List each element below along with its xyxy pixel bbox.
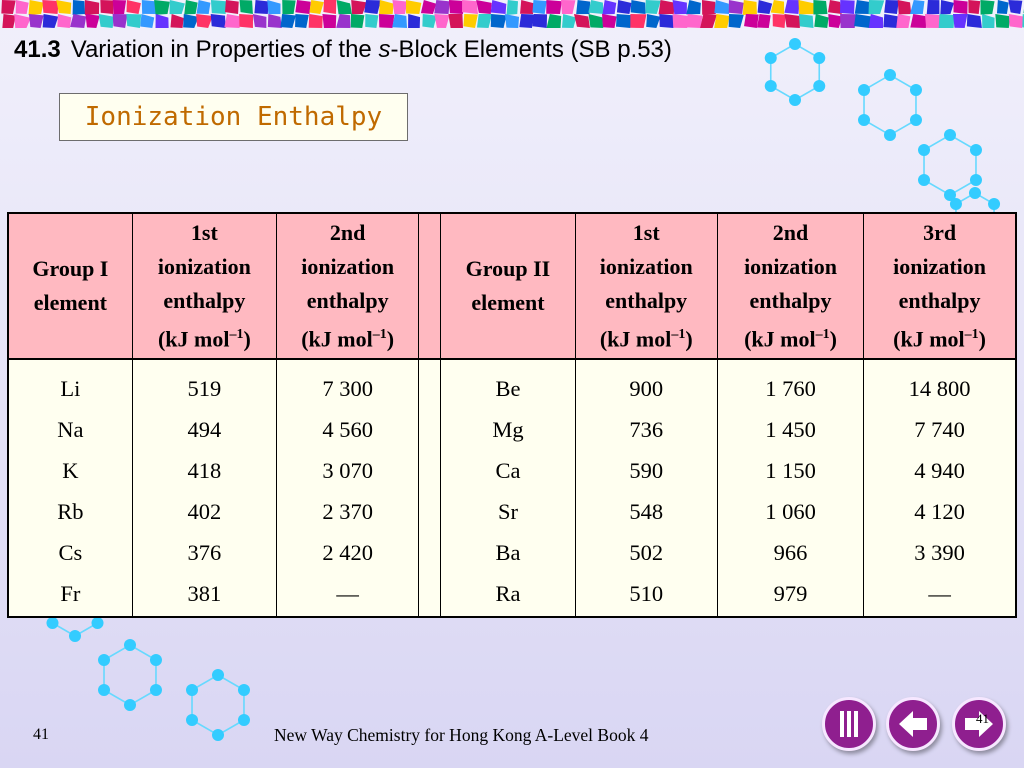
header-g1-first-ie: 1st ionization enthalpy (kJ mol–1): [131, 213, 278, 360]
spacer-cell: [418, 491, 442, 532]
table-cell: 966: [716, 532, 865, 573]
table-row: Cs 376 2 420 Ba 502 966 3 390: [7, 532, 1017, 573]
table-row: Li 519 7 300 Be 900 1 760 14 800: [7, 359, 1017, 409]
table-cell: 4 560: [276, 409, 420, 450]
spacer-cell: [418, 450, 442, 491]
table-cell: 381: [131, 573, 278, 617]
footer-slide-number: 41: [33, 726, 49, 743]
table-cell: 7 300: [276, 359, 420, 409]
table-cell: 548: [574, 491, 718, 532]
table-cell: 3 390: [863, 532, 1017, 573]
table-cell: 1 450: [716, 409, 865, 450]
table-cell: 519: [131, 359, 278, 409]
table-cell: 1 150: [716, 450, 865, 491]
header-g1-second-ie: 2nd ionization enthalpy (kJ mol–1): [276, 213, 420, 360]
table-cell: 402: [131, 491, 278, 532]
title-italic-s: s: [378, 36, 391, 63]
table-row: Fr 381 — Ra 510 979 —: [7, 573, 1017, 617]
title-text-a: Variation in Properties of the: [70, 36, 379, 63]
table-cell: 418: [131, 450, 278, 491]
table-cell: Li: [7, 359, 133, 409]
table-cell: 1 760: [716, 359, 865, 409]
table-cell: 7 740: [863, 409, 1017, 450]
header-g2-third-ie: 3rd ionization enthalpy (kJ mol–1): [863, 213, 1017, 360]
table-row: K 418 3 070 Ca 590 1 150 4 940: [7, 450, 1017, 491]
next-arrow-icon: [965, 711, 993, 737]
spacer-cell: [418, 409, 442, 450]
table-cell: Fr: [7, 573, 133, 617]
header-spacer: [418, 213, 442, 360]
table-row: Rb 402 2 370 Sr 548 1 060 4 120: [7, 491, 1017, 532]
table-cell: 1 060: [716, 491, 865, 532]
table-cell: 2 370: [276, 491, 420, 532]
topic-title: Ionization Enthalpy: [84, 102, 383, 132]
table-cell: 2 420: [276, 532, 420, 573]
table-cell: 900: [574, 359, 718, 409]
spacer-cell: [418, 532, 442, 573]
spacer-cell: [418, 573, 442, 617]
table-cell: 376: [131, 532, 278, 573]
table-cell: Be: [440, 359, 576, 409]
table-row: Na 494 4 560 Mg 736 1 450 7 740: [7, 409, 1017, 450]
footer-book-title: New Way Chemistry for Hong Kong A-Level …: [274, 725, 649, 745]
index-button[interactable]: [822, 697, 876, 751]
back-arrow-icon: [899, 711, 927, 737]
decorative-mosaic-banner: [1, 0, 1024, 28]
table-cell: 736: [574, 409, 718, 450]
section-number: 41.3: [14, 36, 61, 63]
header-group2-element: Group II element: [440, 213, 576, 360]
spacer-cell: [418, 359, 442, 409]
table-cell: Ba: [440, 532, 576, 573]
table-cell: 494: [131, 409, 278, 450]
table-cell: Rb: [7, 491, 133, 532]
table-cell: 510: [574, 573, 718, 617]
topic-box: Ionization Enthalpy: [59, 93, 408, 141]
index-icon: [840, 711, 858, 737]
table-cell: 4 120: [863, 491, 1017, 532]
title-text-b: -Block Elements (SB p.53): [390, 36, 672, 63]
header-g2-first-ie: 1st ionization enthalpy (kJ mol–1): [574, 213, 718, 360]
table-cell: 3 070: [276, 450, 420, 491]
back-button[interactable]: [886, 697, 940, 751]
table-cell: Na: [7, 409, 133, 450]
table-cell: 590: [574, 450, 718, 491]
header-g2-second-ie: 2nd ionization enthalpy (kJ mol–1): [716, 213, 865, 360]
next-button[interactable]: [952, 697, 1006, 751]
table-cell: 502: [574, 532, 718, 573]
table-cell: Cs: [7, 532, 133, 573]
table-cell: K: [7, 450, 133, 491]
table-cell: —: [863, 573, 1017, 617]
table-cell: 979: [716, 573, 865, 617]
table-cell: Mg: [440, 409, 576, 450]
table-cell: 14 800: [863, 359, 1017, 409]
table-cell: Ra: [440, 573, 576, 617]
table-cell: —: [276, 573, 420, 617]
table-cell: Sr: [440, 491, 576, 532]
table-cell: Ca: [440, 450, 576, 491]
slide-title: 41.3 Variation in Properties of the s-Blo…: [14, 36, 672, 64]
table-cell: 4 940: [863, 450, 1017, 491]
nav-slide-number: 41: [976, 711, 989, 726]
